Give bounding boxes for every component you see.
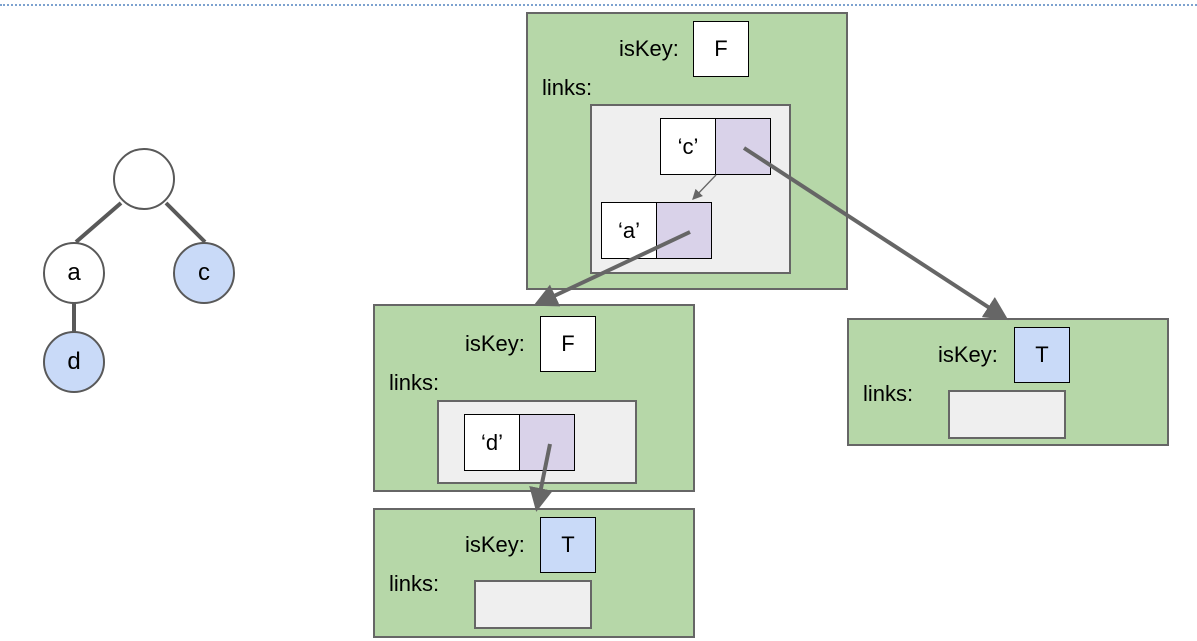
tree-node-a-label: a	[67, 259, 81, 286]
node-a-entry-d-pointer	[519, 414, 575, 471]
root-entry-a-key: ‘a’	[601, 202, 657, 259]
root-entry-c-key: ‘c’	[660, 118, 716, 175]
tree-node-a: a	[43, 242, 105, 304]
node-d-links-label: links:	[389, 571, 440, 596]
node-d-links-panel	[474, 580, 592, 629]
tree-node-root	[113, 148, 175, 210]
trie-node-c	[847, 318, 1169, 446]
edge-root-c	[164, 201, 207, 244]
node-c-iskey-value: T	[1014, 327, 1070, 383]
tree-node-d: d	[43, 331, 105, 393]
node-c-links-label: links:	[863, 381, 914, 406]
node-d-iskey-label: isKey:	[465, 532, 525, 557]
root-entry-c-pointer	[715, 118, 771, 175]
root-iskey-value: F	[693, 21, 749, 77]
node-a-links-label: links:	[389, 370, 440, 395]
tree-node-d-label: d	[67, 348, 81, 375]
root-links-label: links:	[542, 75, 593, 100]
tree-node-c-label: c	[198, 259, 210, 286]
node-c-links-panel	[948, 390, 1066, 439]
tree-node-c: c	[173, 242, 235, 304]
node-a-entry-d-key: ‘d’	[464, 414, 520, 471]
edge-root-a	[74, 201, 123, 244]
dotted-separator	[0, 4, 1197, 6]
node-a-iskey-value: F	[540, 316, 596, 372]
root-iskey-label: isKey:	[619, 36, 679, 61]
node-a-iskey-label: isKey:	[465, 331, 525, 356]
node-c-iskey-label: isKey:	[938, 342, 998, 367]
root-entry-a-pointer	[656, 202, 712, 259]
node-d-iskey-value: T	[540, 517, 596, 573]
